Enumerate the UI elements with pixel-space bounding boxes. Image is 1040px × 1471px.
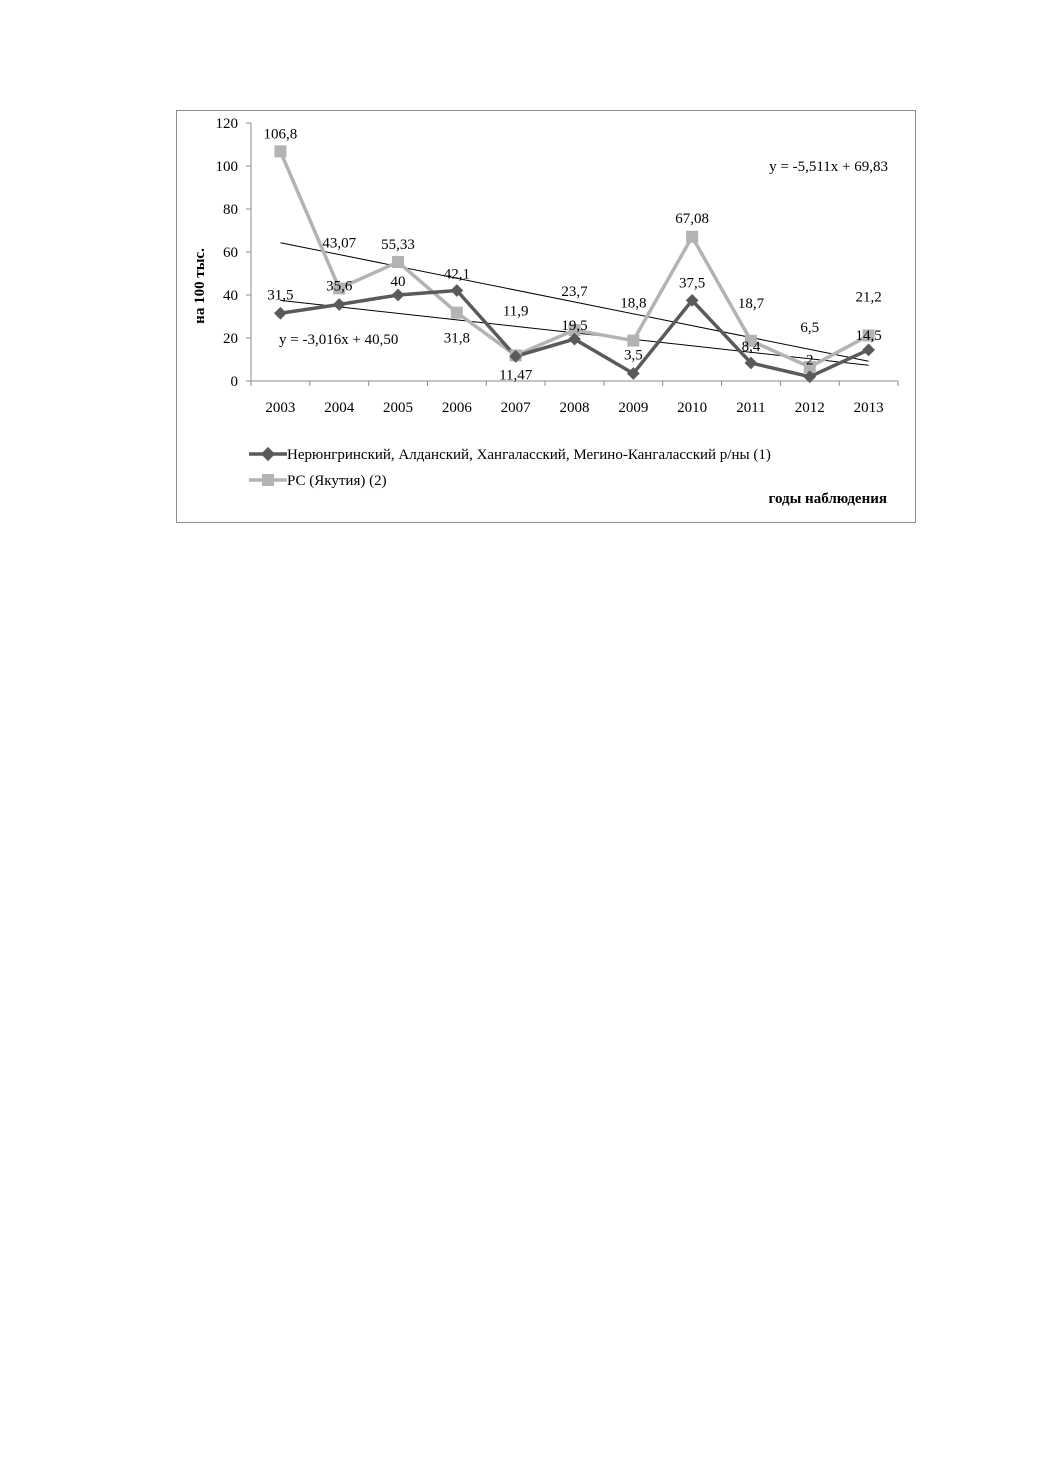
data-labels: 31,5 35,6 40 42,1 11,47 19,5 3,5 37,5 8,4 2 14,5 10…: [264, 126, 882, 383]
x-tick-label: 2008: [560, 400, 590, 416]
axes: 0 20 40 60 80 100 120 2003 2004 2005 2006 2007 2008 2…: [216, 116, 899, 416]
x-tick-label: 2013: [854, 400, 884, 416]
data-label-series-1: 11,47: [499, 367, 533, 383]
y-axis-title: на 100 тыс.: [192, 248, 208, 324]
data-label-series-1: 14,5: [855, 328, 881, 344]
trend-equation-2: y = -5,511x + 69,83: [769, 159, 888, 175]
square-marker: [274, 145, 287, 158]
diamond-marker: [450, 284, 464, 297]
x-tick-label: 2003: [265, 400, 295, 416]
data-label-series-2: 43,07: [322, 235, 356, 251]
square-marker: [803, 361, 816, 374]
data-label-series-2: 18,7: [738, 296, 765, 312]
x-tick-label: 2007: [501, 400, 532, 416]
data-label-series-2: 55,33: [381, 237, 415, 253]
data-label-series-1: 35,6: [326, 278, 353, 294]
legend-label-1: Нерюнгринский, Алданский, Хангаласский, …: [287, 447, 771, 463]
y-tick-label: 0: [231, 374, 239, 390]
data-label-series-2: 18,8: [620, 296, 646, 312]
data-label-series-2: 11,9: [503, 303, 529, 319]
data-label-series-1: 42,1: [444, 266, 470, 282]
trend-equation-1: y = -3,016x + 40,50: [279, 332, 398, 348]
data-label-series-1: 2: [806, 353, 814, 369]
y-tick-label: 60: [223, 245, 238, 261]
x-axis-title: годы наблюдения: [769, 491, 888, 507]
x-tick-label: 2012: [795, 400, 825, 416]
data-label-series-1: 31,5: [267, 287, 293, 303]
data-label-series-1: 37,5: [679, 275, 705, 291]
y-tick-label: 100: [216, 159, 239, 175]
data-label-series-1: 19,5: [561, 318, 587, 334]
y-tick-label: 120: [216, 116, 239, 132]
x-tick-label: 2011: [736, 400, 765, 416]
diamond-marker: [862, 343, 875, 357]
y-tick-label: 80: [223, 202, 238, 218]
data-label-series-2: 23,7: [561, 284, 588, 300]
x-tick-label: 2010: [677, 400, 707, 416]
chart-frame: [176, 110, 916, 523]
diamond-marker: [274, 306, 287, 320]
data-label-series-1: 40: [391, 274, 406, 290]
data-label-series-1: 8,4: [742, 339, 761, 355]
legend: Нерюнгринский, Алданский, Хангаласский, …: [249, 446, 771, 489]
data-label-series-2: 106,8: [264, 126, 298, 142]
data-label-series-1: 3,5: [624, 347, 643, 363]
y-tick-label: 40: [223, 288, 238, 304]
diamond-marker: [391, 288, 405, 302]
x-tick-label: 2004: [324, 400, 355, 416]
legend-label-2: РС (Якутия) (2): [287, 473, 387, 489]
square-marker: [862, 329, 875, 342]
diamond-marker: [332, 298, 346, 311]
square-marker: [686, 230, 699, 243]
data-label-series-2: 67,08: [675, 211, 709, 227]
x-tick-label: 2006: [442, 400, 473, 416]
data-label-series-2: 31,8: [444, 331, 470, 347]
legend-item-2: РС (Якутия) (2): [249, 473, 387, 489]
square-marker: [450, 306, 463, 319]
square-marker: [627, 334, 640, 347]
y-tick-label: 20: [223, 331, 238, 347]
square-marker: [568, 324, 581, 337]
square-marker: [744, 334, 757, 347]
legend-item-1: Нерюнгринский, Алданский, Хангаласский, …: [249, 446, 771, 463]
x-tick-label: 2005: [383, 400, 413, 416]
square-marker: [392, 256, 405, 269]
data-label-series-2: 6,5: [800, 320, 819, 336]
x-tick-label: 2009: [618, 400, 648, 416]
data-label-series-2: 21,2: [855, 289, 881, 305]
trend-line-2: [280, 242, 869, 362]
square-marker: [333, 282, 346, 295]
